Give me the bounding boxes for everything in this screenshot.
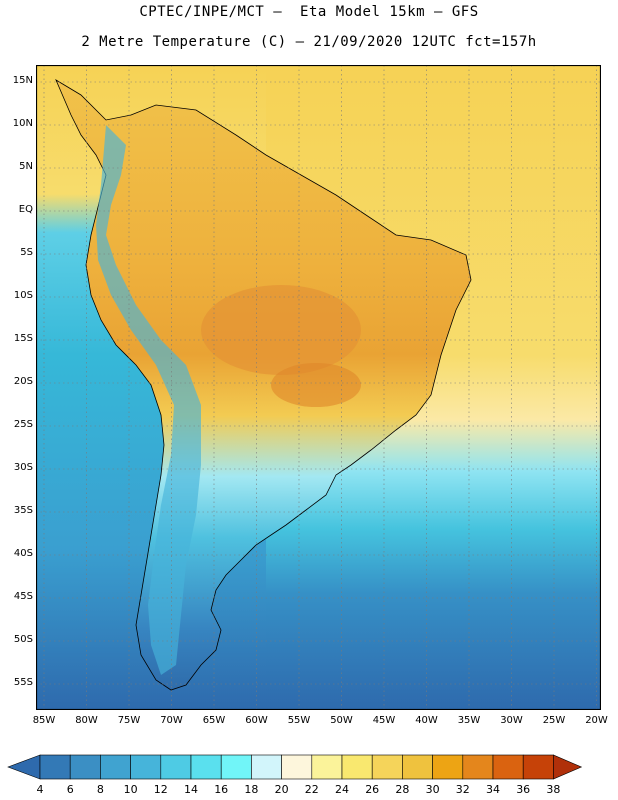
- lon-tick-label: 50W: [330, 715, 353, 726]
- lon-tick-label: 40W: [415, 715, 438, 726]
- hot-region-pantanal: [271, 363, 361, 407]
- colorbar-level-label: 4: [36, 783, 44, 796]
- lon-tick-label: 35W: [457, 715, 481, 726]
- temperature-map: [36, 65, 601, 710]
- colorbar-level-label: 6: [66, 783, 74, 796]
- lat-tick-label: 15N: [12, 75, 33, 86]
- colorbar-level-label: 12: [153, 783, 168, 796]
- lon-tick-label: 30W: [500, 715, 523, 726]
- colorbar-level-label: 20: [274, 783, 289, 796]
- colorbar-cell: [130, 754, 162, 780]
- lat-tick-label: 10S: [13, 290, 33, 301]
- colorbar-level-label: 32: [455, 783, 470, 796]
- lat-tick-label: 45S: [13, 591, 33, 602]
- colorbar-level-label: 26: [365, 783, 380, 796]
- colorbar-level-label: 18: [244, 783, 259, 796]
- lat-tick-label: 5N: [19, 161, 33, 172]
- lon-tick-label: 55W: [287, 715, 311, 726]
- colorbar-cell: [281, 754, 313, 780]
- lon-tick-label: 85W: [32, 715, 56, 726]
- lat-tick-label: 5S: [20, 247, 33, 258]
- colorbar-level-label: 10: [123, 783, 138, 796]
- map-border: [36, 65, 601, 710]
- colorbar-cell: [462, 754, 494, 780]
- colorbar-level-label: 8: [96, 783, 104, 796]
- map-title-line1: CPTEC/INPE/MCT – Eta Model 15km – GFS: [139, 4, 479, 20]
- colorbar-level-label: 30: [425, 783, 440, 796]
- lat-tick-label: 50S: [13, 634, 33, 645]
- colorbar-cell: [432, 754, 464, 780]
- colorbar-cell: [100, 754, 131, 780]
- colorbar-cell: [39, 754, 71, 780]
- hot-region-central-brazil: [201, 285, 361, 375]
- colorbar-cell: [160, 754, 192, 780]
- colorbar-cell: [522, 754, 554, 780]
- colorbar-cell: [220, 754, 252, 780]
- temperature-colorbar: [7, 754, 583, 780]
- colorbar-level-label: 28: [395, 783, 410, 796]
- lat-tick-label: 15S: [13, 333, 33, 344]
- colorbar-cell: [371, 754, 403, 780]
- lat-tick-label: EQ: [18, 204, 33, 215]
- colorbar-cell: [492, 754, 524, 780]
- colorbar-cell: [190, 754, 222, 780]
- lat-tick-label: 25S: [13, 419, 33, 430]
- lat-tick-label: 35S: [13, 505, 33, 516]
- colorbar-level-label: 24: [335, 783, 349, 796]
- colorbar-cell: [311, 754, 343, 780]
- colorbar-left-arrow: [7, 754, 41, 780]
- lon-tick-label: 25W: [542, 715, 566, 726]
- colorbar-level-label: 38: [546, 783, 561, 796]
- colorbar-level-label: 22: [304, 783, 319, 796]
- lat-tick-label: 20S: [13, 376, 33, 387]
- colorbar-level-label: 16: [214, 783, 229, 796]
- lon-tick-label: 45W: [372, 715, 396, 726]
- colorbar-cell: [251, 754, 282, 780]
- colorbar-cell: [69, 754, 101, 780]
- colorbar-right-arrow: [553, 754, 583, 780]
- lat-tick-label: 10N: [12, 118, 33, 129]
- lon-tick-label: 65W: [202, 715, 226, 726]
- lat-tick-label: 30S: [13, 462, 33, 473]
- lon-tick-label: 80W: [75, 715, 98, 726]
- lon-tick-label: 60W: [245, 715, 268, 726]
- lon-tick-label: 70W: [160, 715, 183, 726]
- colorbar-level-label: 36: [516, 783, 531, 796]
- colorbar-cell: [341, 754, 373, 780]
- map-title-line2: 2 Metre Temperature (C) – 21/09/2020 12U…: [81, 34, 537, 50]
- lat-tick-label: 40S: [13, 548, 33, 559]
- lon-tick-label: 75W: [117, 715, 141, 726]
- colorbar-cell: [402, 754, 433, 780]
- colorbar-level-label: 34: [486, 783, 500, 796]
- andes-cool-band: [96, 125, 201, 675]
- colorbar-level-label: 14: [184, 783, 198, 796]
- lon-tick-label: 20W: [585, 715, 608, 726]
- lat-tick-label: 55S: [13, 677, 33, 688]
